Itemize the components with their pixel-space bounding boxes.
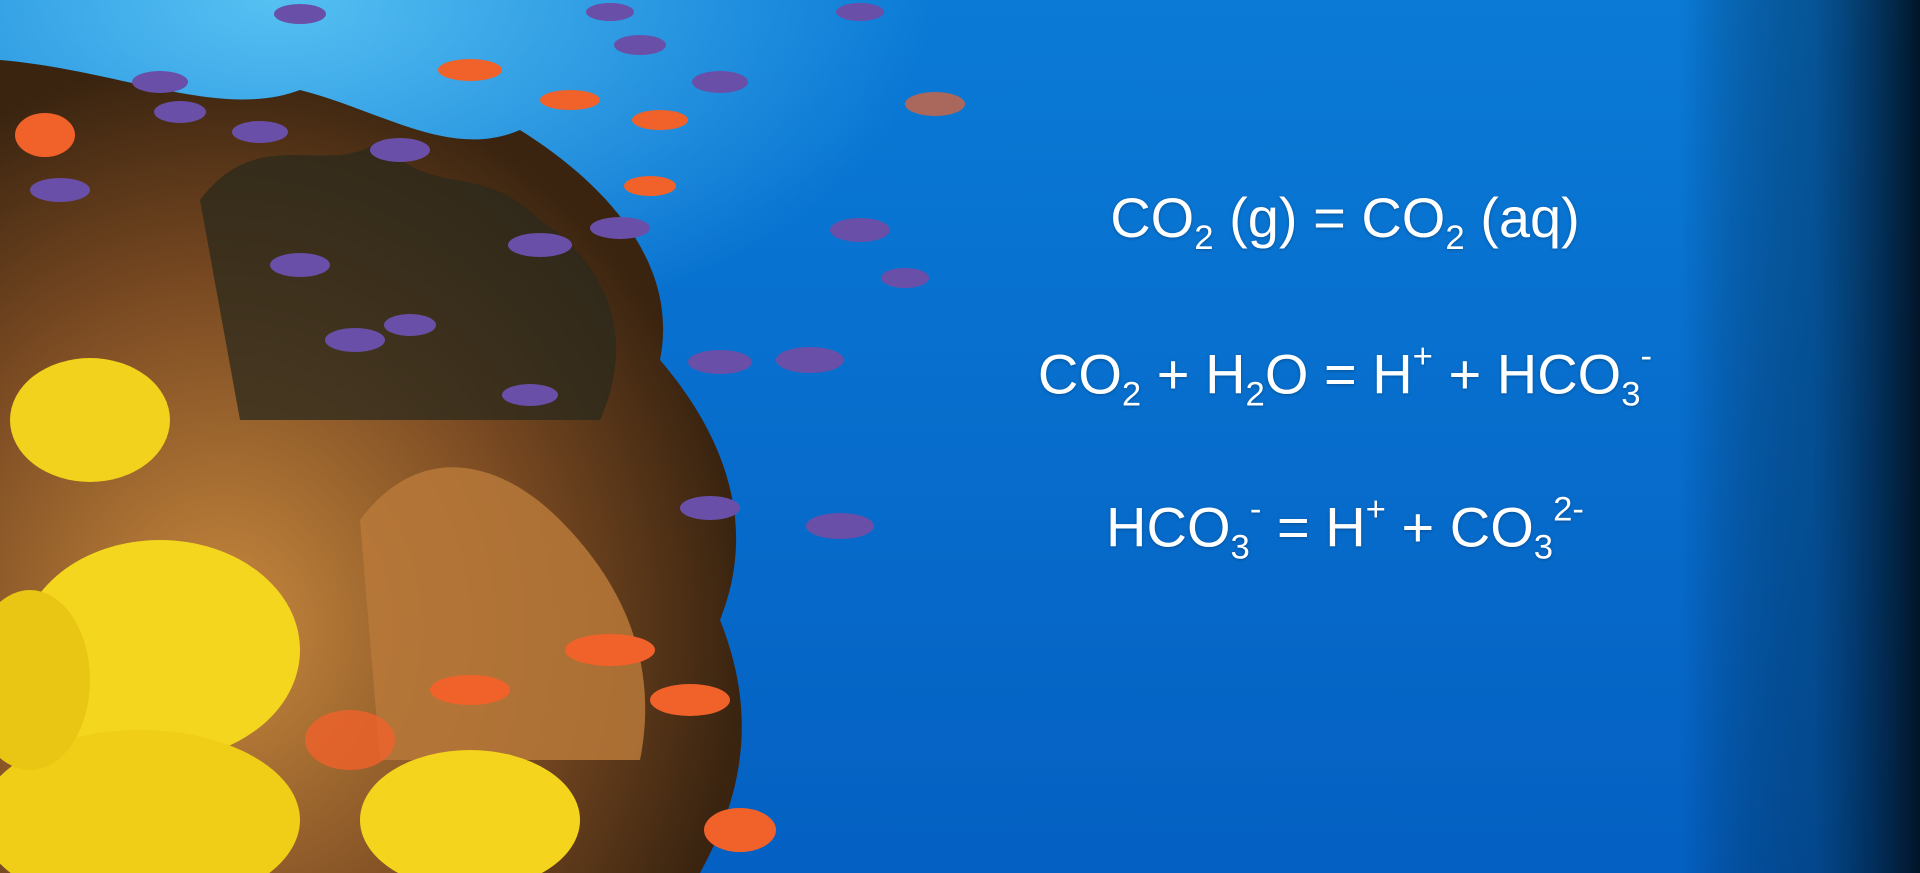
yellow-fish xyxy=(20,540,300,760)
purple-fish xyxy=(881,268,929,288)
subscript: 3 xyxy=(1230,528,1250,567)
orange-fish xyxy=(565,634,655,666)
orange-fish xyxy=(15,113,75,157)
equation-text: = H xyxy=(1261,495,1366,559)
equation-text: + H xyxy=(1141,342,1246,406)
subscript: 2 xyxy=(1245,375,1265,414)
orange-fish xyxy=(305,710,395,770)
superscript: - xyxy=(1249,490,1262,529)
purple-fish xyxy=(232,121,288,143)
orange-fish xyxy=(650,684,730,716)
purple-fish xyxy=(614,35,666,55)
equation-text: (g) = CO xyxy=(1213,186,1446,250)
purple-fish xyxy=(806,513,874,539)
yellow-fish-group xyxy=(0,358,580,873)
purple-fish xyxy=(325,328,385,352)
superscript: + xyxy=(1365,490,1386,529)
yellow-fish xyxy=(0,730,300,873)
orange-fish xyxy=(540,90,600,110)
purple-fish xyxy=(830,218,890,242)
subscript: 3 xyxy=(1621,375,1641,414)
orange-fish xyxy=(438,59,502,81)
orange-fish xyxy=(624,176,676,196)
orange-fish xyxy=(430,675,510,705)
equation: CO2 + H2O = H+ + HCO3- xyxy=(1037,337,1653,414)
purple-fish xyxy=(274,4,326,24)
orange-fish-group xyxy=(15,59,965,852)
equation-text: HCO xyxy=(1106,495,1231,559)
crinoid xyxy=(200,140,617,420)
equation: HCO3- = H+ + CO32- xyxy=(1106,490,1584,567)
equation-text: O = H xyxy=(1264,342,1413,406)
orange-fish xyxy=(632,110,688,130)
subscript: 2 xyxy=(1445,219,1465,258)
purple-fish-group xyxy=(30,3,929,539)
purple-fish xyxy=(384,314,436,336)
purple-fish xyxy=(776,347,844,373)
purple-fish xyxy=(154,101,206,123)
equation: CO2 (g) = CO2 (aq) xyxy=(1110,190,1580,256)
right-vignette xyxy=(1680,0,1920,873)
purple-fish xyxy=(508,233,572,257)
orange-fish xyxy=(704,808,776,852)
yellow-fish xyxy=(10,358,170,482)
orange-fish xyxy=(905,92,965,116)
subscript: 2 xyxy=(1121,375,1142,414)
superscript: 2- xyxy=(1553,490,1584,529)
equation-text: + CO xyxy=(1385,495,1534,559)
subscript: 3 xyxy=(1533,528,1554,567)
purple-fish xyxy=(132,71,188,93)
purple-fish xyxy=(836,3,884,21)
purple-fish xyxy=(502,384,558,406)
purple-fish xyxy=(688,350,752,374)
equation-text: CO xyxy=(1110,186,1195,250)
purple-fish xyxy=(692,71,748,93)
purple-fish xyxy=(590,217,650,239)
purple-fish xyxy=(270,253,330,277)
subscript: 2 xyxy=(1194,219,1214,258)
equation-text: (aq) xyxy=(1464,186,1580,250)
yellow-fish xyxy=(360,750,580,873)
equation-text: + HCO xyxy=(1432,342,1622,406)
superscript: + xyxy=(1412,337,1433,376)
purple-fish xyxy=(586,3,634,21)
superscript: - xyxy=(1640,337,1653,376)
purple-fish xyxy=(680,496,740,520)
equation-text: CO xyxy=(1037,342,1122,406)
purple-fish xyxy=(30,178,90,202)
purple-fish xyxy=(370,138,430,162)
yellow-fish xyxy=(0,590,90,770)
